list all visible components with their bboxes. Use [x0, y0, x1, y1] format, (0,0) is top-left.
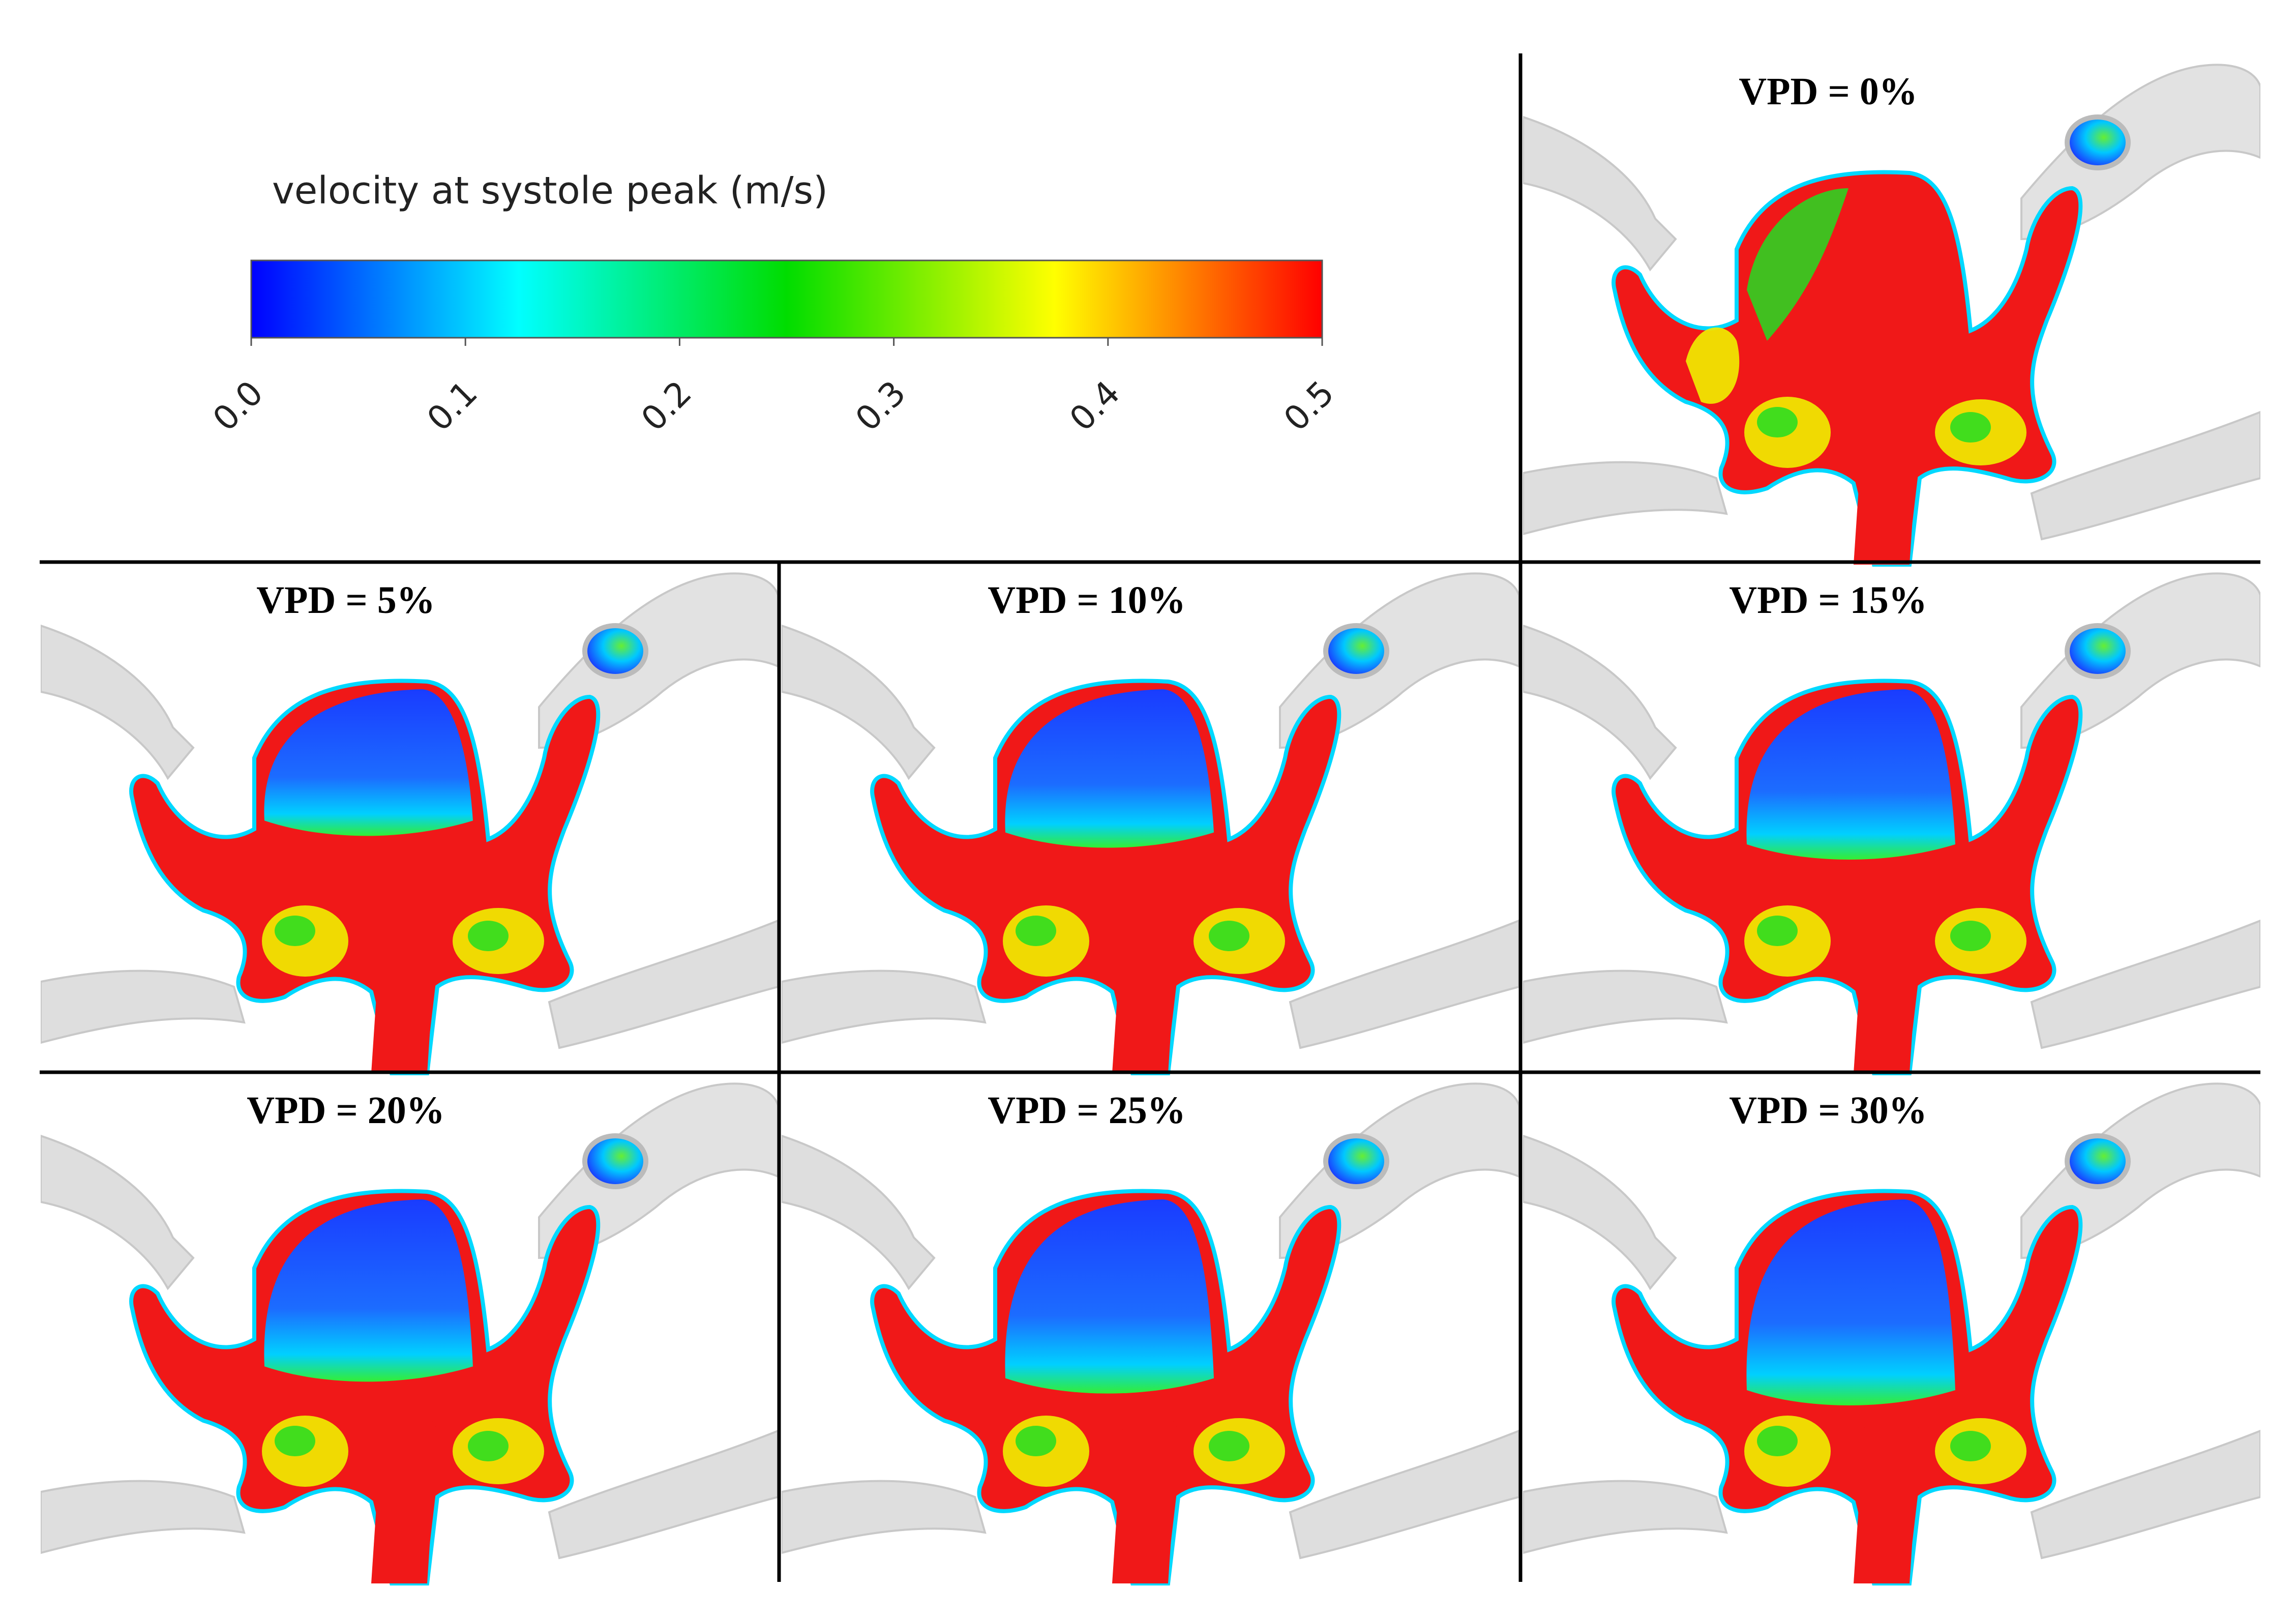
- central-jet: [371, 898, 437, 1073]
- low-velocity-dome: [264, 689, 473, 836]
- velocity-panel: VPD = 30%: [1523, 1083, 2260, 1585]
- flow-lobe-right-core: [468, 921, 509, 951]
- flow-lobe-left-core: [275, 916, 315, 946]
- colorbar-title: velocity at systole peak (m/s): [272, 169, 828, 213]
- velocity-panel: VPD = 10%: [782, 573, 1519, 1075]
- velocity-panel: VPD = 0%: [1523, 65, 2260, 567]
- aneurysm-model: [782, 573, 1519, 1075]
- colorbar: velocity at systole peak (m/s) 0.0 0.1 0.2…: [205, 169, 1342, 438]
- velocity-panel: VPD = 20%: [41, 1083, 778, 1585]
- aneurysm-model: [1523, 65, 2260, 567]
- flow-lobe-right-core: [1950, 921, 1991, 951]
- colorbar-ticks: 0.0 0.1 0.2 0.3 0.4 0.5: [205, 338, 1342, 439]
- velocity-panel: VPD = 25%: [782, 1083, 1519, 1585]
- central-jet: [1854, 1408, 1920, 1583]
- flow-lobe-right-core: [1950, 412, 1991, 443]
- flow-lobe-left-core: [275, 1426, 315, 1456]
- aneurysm-model: [782, 1083, 1519, 1585]
- low-velocity-dome: [1005, 1199, 1214, 1394]
- velocity-panel: VPD = 5%: [41, 573, 778, 1075]
- velocity-panel: VPD = 15%: [1523, 573, 2260, 1075]
- panel-title: VPD = 15%: [1729, 579, 1927, 622]
- colorbar-tick-label: 0.2: [634, 373, 699, 439]
- low-velocity-dome: [1746, 689, 1955, 860]
- flow-lobe-right-core: [1950, 1431, 1991, 1461]
- velocity-field: [129, 1189, 601, 1585]
- central-jet: [1854, 389, 1920, 565]
- colorbar-tick-label: 0.3: [848, 373, 913, 439]
- colorbar-tick-label: 0.5: [1276, 373, 1342, 439]
- colorbar-tick-label: 0.0: [205, 373, 271, 439]
- panel-title: VPD = 5%: [256, 579, 435, 622]
- panel-title: VPD = 25%: [988, 1089, 1186, 1132]
- aneurysm-model: [1523, 573, 2260, 1075]
- panel-dividers: [40, 53, 2260, 1582]
- colorbar-tick-label: 0.4: [1062, 373, 1128, 439]
- velocity-field: [129, 679, 601, 1075]
- colorbar-tick-label: 0.1: [420, 373, 485, 439]
- velocity-field: [1612, 170, 2083, 567]
- flow-lobe-left-core: [1757, 1426, 1798, 1456]
- flow-lobe-right-core: [1209, 1431, 1249, 1461]
- low-velocity-dome: [1005, 689, 1214, 848]
- panel-grid: VPD = 0% VPD = 5% VPD = 10% VPD = 15% VPD = …: [41, 65, 2260, 1585]
- central-jet: [371, 1408, 437, 1583]
- panel-title: VPD = 0%: [1739, 70, 1918, 113]
- flow-lobe-right-core: [1209, 921, 1249, 951]
- mixed-flow-region: [1747, 188, 1848, 341]
- aneurysm-model: [1523, 1083, 2260, 1585]
- colorbar-gradient: [250, 259, 1323, 339]
- velocity-field: [1612, 679, 2083, 1075]
- flow-lobe-left-core: [1016, 1426, 1056, 1456]
- flow-lobe-left-core: [1757, 407, 1798, 437]
- aneurysm-model: [41, 573, 778, 1075]
- flow-lobe-left-core: [1757, 916, 1798, 946]
- central-jet: [1112, 1408, 1178, 1583]
- mixed-flow-region: [1686, 327, 1740, 404]
- flow-lobe-right-core: [468, 1431, 509, 1461]
- low-velocity-dome: [1746, 1199, 1955, 1405]
- flow-lobe-left-core: [1016, 916, 1056, 946]
- central-jet: [1854, 898, 1920, 1073]
- panel-title: VPD = 30%: [1729, 1089, 1927, 1132]
- panel-title: VPD = 20%: [247, 1089, 445, 1132]
- velocity-field: [870, 679, 1341, 1075]
- central-jet: [1112, 898, 1178, 1073]
- panel-title: VPD = 10%: [988, 579, 1186, 622]
- low-velocity-dome: [264, 1199, 473, 1382]
- aneurysm-model: [41, 1083, 778, 1585]
